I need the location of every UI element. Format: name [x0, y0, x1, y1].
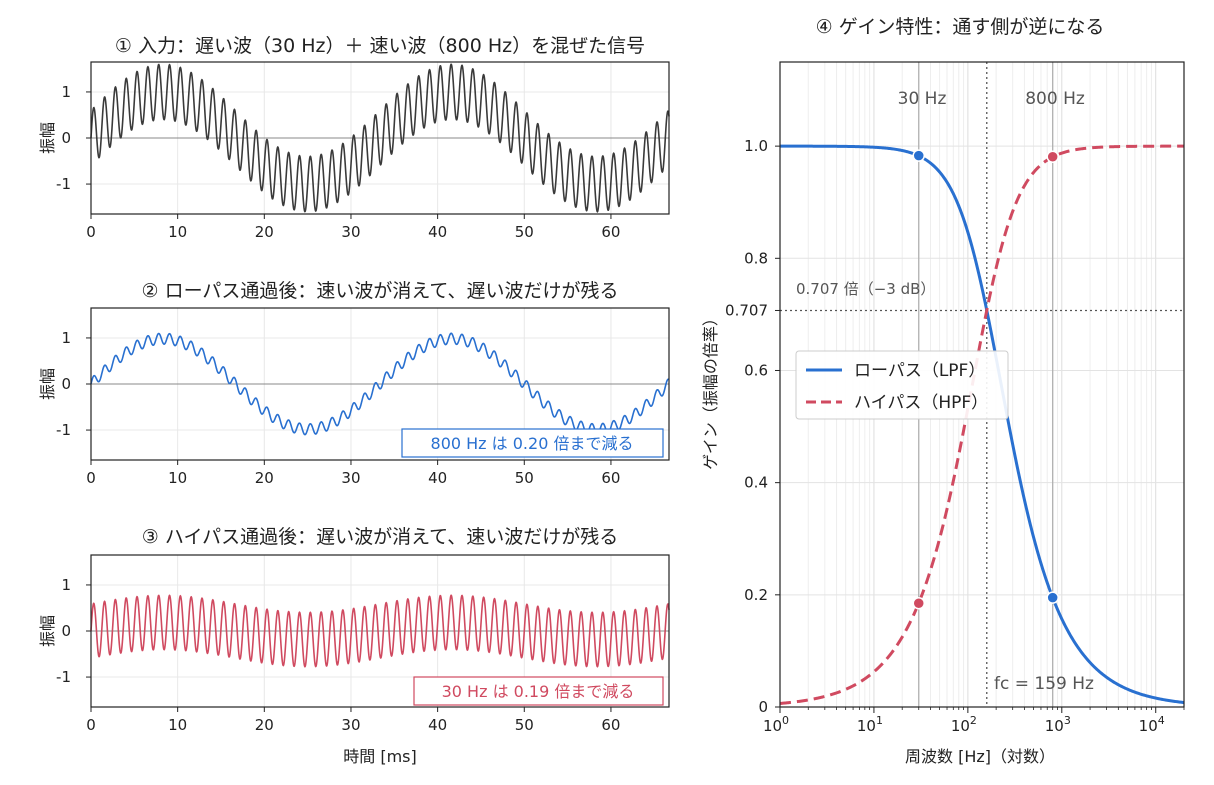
legend-box — [795, 350, 1009, 420]
panel3-xtick-label: 40 — [428, 716, 447, 734]
freq-high-label: 800 Hz — [1025, 89, 1085, 109]
lowpass-gain-curve — [780, 144, 1185, 705]
panel2-ytick-label: 1 — [61, 329, 71, 347]
gain-ytick-label: 0.2 — [744, 586, 768, 604]
gain-xtick-label: 104 — [1139, 714, 1165, 735]
panel2-note: 800 Hz は 0.20 倍まで減る — [401, 428, 664, 458]
gain-frame — [779, 61, 1185, 708]
panel2-xtick-label: 10 — [168, 469, 187, 487]
panel1-waveform — [90, 63, 670, 213]
freq-low-label: 30 Hz — [898, 89, 947, 109]
gain-xtick-label: 102 — [951, 714, 977, 735]
gain-ytick-label: 0.4 — [744, 474, 768, 492]
legend-hpf-label: ハイパス（HPF） — [854, 393, 988, 413]
panel2-xtick-label: 30 — [341, 469, 360, 487]
panel3-ytick-label: 0 — [61, 622, 71, 640]
panel3-xlabel: 時間 [ms] — [343, 747, 417, 766]
panel1-xtick-label: 10 — [168, 223, 187, 241]
panel2-note-box — [401, 428, 664, 458]
panel1-xtick-label: 0 — [86, 223, 96, 241]
legend: ローパス（LPF） ハイパス（HPF） — [795, 350, 1009, 420]
panel3-note: 30 Hz は 0.19 倍まで減る — [413, 676, 664, 706]
panel3-ylabel: 振幅 — [38, 615, 57, 647]
panel1-plot: 0 10 20 30 40 50 60 -1 0 1 — [56, 61, 670, 241]
panel3-xtick-label: 30 — [341, 716, 360, 734]
panel1-ytick-label: 1 — [61, 83, 71, 101]
panel4-ylabel: ゲイン（振幅の倍率） — [701, 310, 720, 470]
panel1-ylabel: 振幅 — [38, 122, 57, 154]
half-power-label: 0.707 倍（−3 dB） — [796, 280, 935, 298]
gain-xtick-label: 100 — [763, 714, 789, 735]
gain-xtick-label: 103 — [1045, 714, 1071, 735]
lowpass-marker — [912, 149, 925, 162]
gain-ytick-label: 0.6 — [744, 361, 768, 379]
panel2-ylabel: 振幅 — [38, 368, 57, 400]
gain-ytick-label: 0 — [758, 698, 768, 716]
panel2-plot: 0 10 20 30 40 50 60 -1 0 1 — [56, 307, 670, 487]
legend-lpf-label: ローパス（LPF） — [854, 361, 985, 381]
panel2-xtick-label: 60 — [601, 469, 620, 487]
panel3-title: ③ ハイパス通過後：遅い波が消えて、速い波だけが残る — [142, 526, 618, 548]
panel4-title: ④ ゲイン特性：通す側が逆になる — [816, 16, 1105, 38]
cutoff-label: fc = 159 Hz — [994, 674, 1094, 694]
panel3-xtick-label: 20 — [255, 716, 274, 734]
panel1-ytick-label: -1 — [56, 175, 71, 193]
panel3-ytick-label: -1 — [56, 668, 71, 686]
panel2-ytick-label: -1 — [56, 421, 71, 439]
panel2-xtick-label: 20 — [255, 469, 274, 487]
panel1-ytick-label: 0 — [61, 129, 71, 147]
panel1-xtick-label: 40 — [428, 223, 447, 241]
highpass-marker — [1046, 150, 1059, 164]
panel2-xtick-label: 40 — [428, 469, 447, 487]
panel3-frame — [90, 554, 670, 708]
lowpass-marker — [1046, 591, 1059, 604]
panel3-xtick-label: 60 — [601, 716, 620, 734]
panel4-xlabel: 周波数 [Hz]（対数） — [905, 747, 1055, 766]
panel3-note-text: 30 Hz は 0.19 倍まで減る — [442, 682, 635, 701]
panel3-plot: 0 10 20 30 40 50 60 -1 0 1 — [56, 554, 670, 734]
panel2-ytick-label: 0 — [61, 375, 71, 393]
gain-ytick-label: 1.0 — [744, 137, 768, 155]
highpass-gain-curve — [779, 144, 1184, 705]
panel2-xtick-label: 50 — [515, 469, 534, 487]
panel3-xtick-label: 0 — [86, 716, 96, 734]
panel3-xtick-label: 10 — [168, 716, 187, 734]
gain-ytick-label: 0.707 — [725, 301, 768, 319]
panel3-ytick-label: 1 — [61, 576, 71, 594]
panel1-xtick-label: 60 — [601, 223, 620, 241]
panel3-note-box — [413, 676, 664, 706]
panel1-title: ① 入力：遅い波（30 Hz）＋ 速い波（800 Hz）を混ぜた信号 — [115, 35, 645, 57]
panel2-note-text: 800 Hz は 0.20 倍まで減る — [431, 434, 634, 453]
panel1-xtick-label: 30 — [341, 223, 360, 241]
gain-xtick-label: 101 — [857, 714, 883, 735]
gain-ytick-label: 0.8 — [744, 249, 768, 267]
panel1-xtick-label: 50 — [515, 223, 534, 241]
panel2-title: ② ローパス通過後：速い波が消えて、遅い波だけが残る — [142, 280, 619, 302]
highpass-marker — [912, 596, 925, 610]
panel2-xtick-label: 0 — [86, 469, 96, 487]
panel3-xtick-label: 50 — [515, 716, 534, 734]
panel1-xtick-label: 20 — [255, 223, 274, 241]
panel3-waveform — [90, 594, 670, 668]
panel1-frame — [90, 61, 670, 215]
panel2-waveform — [90, 332, 670, 436]
panel2-frame — [90, 307, 670, 461]
